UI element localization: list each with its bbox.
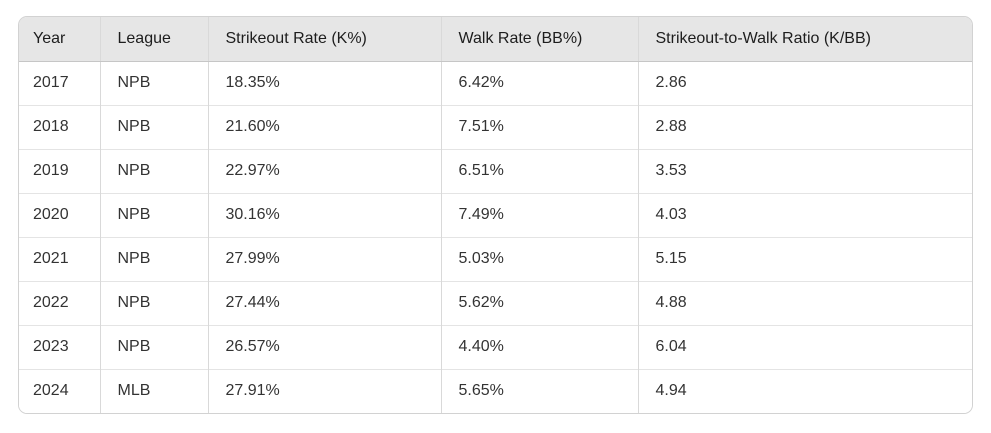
cell-strikeout-to-walk-ratio-k-bb: 2.88	[637, 104, 972, 149]
column-header-league: League	[99, 17, 208, 62]
cell-strikeout-rate-k: 27.99%	[207, 236, 441, 281]
pitching-stats-table: Year League Strikeout Rate (K%) Walk Rate (…	[19, 17, 972, 413]
cell-year: 2020	[19, 192, 100, 237]
column-header-year: Year	[19, 17, 100, 62]
cell-league: NPB	[99, 324, 208, 369]
cell-strikeout-rate-k: 26.57%	[207, 324, 441, 369]
cell-league: MLB	[99, 368, 208, 413]
cell-walk-rate-bb: 6.51%	[440, 148, 638, 193]
cell-strikeout-rate-k: 30.16%	[207, 192, 441, 237]
table-row: 2019 NPB 22.97% 6.51% 3.53	[19, 148, 972, 193]
table-row: 2017 NPB 18.35% 6.42% 2.86	[19, 61, 972, 105]
table-row: 2018 NPB 21.60% 7.51% 2.88	[19, 104, 972, 149]
cell-league: NPB	[99, 236, 208, 281]
cell-year: 2018	[19, 104, 100, 149]
cell-walk-rate-bb: 4.40%	[440, 324, 638, 369]
cell-walk-rate-bb: 7.51%	[440, 104, 638, 149]
cell-strikeout-to-walk-ratio-k-bb: 6.04	[637, 324, 972, 369]
cell-strikeout-to-walk-ratio-k-bb: 2.86	[637, 61, 972, 105]
cell-year: 2022	[19, 280, 100, 325]
cell-year: 2017	[19, 61, 100, 105]
cell-strikeout-to-walk-ratio-k-bb: 4.94	[637, 368, 972, 413]
cell-walk-rate-bb: 5.62%	[440, 280, 638, 325]
cell-year: 2024	[19, 368, 100, 413]
table-row: 2024 MLB 27.91% 5.65% 4.94	[19, 368, 972, 413]
cell-strikeout-to-walk-ratio-k-bb: 5.15	[637, 236, 972, 281]
cell-league: NPB	[99, 280, 208, 325]
cell-year: 2021	[19, 236, 100, 281]
cell-walk-rate-bb: 5.65%	[440, 368, 638, 413]
cell-strikeout-to-walk-ratio-k-bb: 4.88	[637, 280, 972, 325]
cell-league: NPB	[99, 192, 208, 237]
cell-year: 2019	[19, 148, 100, 193]
cell-league: NPB	[99, 104, 208, 149]
cell-walk-rate-bb: 6.42%	[440, 61, 638, 105]
cell-strikeout-rate-k: 27.44%	[207, 280, 441, 325]
table-row: 2021 NPB 27.99% 5.03% 5.15	[19, 236, 972, 281]
cell-league: NPB	[99, 61, 208, 105]
cell-year: 2023	[19, 324, 100, 369]
cell-strikeout-rate-k: 27.91%	[207, 368, 441, 413]
cell-league: NPB	[99, 148, 208, 193]
column-header-strikeout-rate-k: Strikeout Rate (K%)	[207, 17, 441, 62]
header-row: Year League Strikeout Rate (K%) Walk Rate (…	[19, 17, 972, 62]
column-header-walk-rate-bb: Walk Rate (BB%)	[440, 17, 638, 62]
cell-strikeout-rate-k: 18.35%	[207, 61, 441, 105]
cell-strikeout-rate-k: 22.97%	[207, 148, 441, 193]
cell-strikeout-to-walk-ratio-k-bb: 4.03	[637, 192, 972, 237]
column-header-strikeout-to-walk-ratio-k-bb: Strikeout-to-Walk Ratio (K/BB)	[637, 17, 972, 62]
cell-strikeout-to-walk-ratio-k-bb: 3.53	[637, 148, 972, 193]
cell-strikeout-rate-k: 21.60%	[207, 104, 441, 149]
cell-walk-rate-bb: 7.49%	[440, 192, 638, 237]
stats-table-container: Year League Strikeout Rate (K%) Walk Rate (…	[18, 16, 973, 414]
table-row: 2022 NPB 27.44% 5.62% 4.88	[19, 280, 972, 325]
cell-walk-rate-bb: 5.03%	[440, 236, 638, 281]
table-row: 2023 NPB 26.57% 4.40% 6.04	[19, 324, 972, 369]
table-row: 2020 NPB 30.16% 7.49% 4.03	[19, 192, 972, 237]
